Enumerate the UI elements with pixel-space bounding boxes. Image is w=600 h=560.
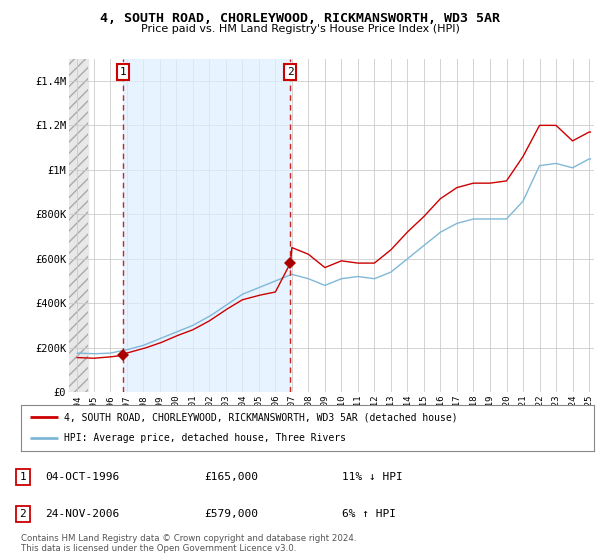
Text: £579,000: £579,000 — [204, 509, 258, 519]
Text: 4, SOUTH ROAD, CHORLEYWOOD, RICKMANSWORTH, WD3 5AR: 4, SOUTH ROAD, CHORLEYWOOD, RICKMANSWORT… — [100, 12, 500, 25]
Text: 04-OCT-1996: 04-OCT-1996 — [45, 472, 119, 482]
Text: HPI: Average price, detached house, Three Rivers: HPI: Average price, detached house, Thre… — [64, 433, 346, 444]
Text: 24-NOV-2006: 24-NOV-2006 — [45, 509, 119, 519]
Text: £165,000: £165,000 — [204, 472, 258, 482]
Text: Price paid vs. HM Land Registry's House Price Index (HPI): Price paid vs. HM Land Registry's House … — [140, 24, 460, 34]
Bar — [69, 59, 88, 392]
Text: 11% ↓ HPI: 11% ↓ HPI — [342, 472, 403, 482]
Text: 1: 1 — [19, 472, 26, 482]
Bar — [122, 59, 290, 392]
Text: 6% ↑ HPI: 6% ↑ HPI — [342, 509, 396, 519]
Text: 1: 1 — [119, 67, 126, 77]
Text: 2: 2 — [19, 509, 26, 519]
Text: 4, SOUTH ROAD, CHORLEYWOOD, RICKMANSWORTH, WD3 5AR (detached house): 4, SOUTH ROAD, CHORLEYWOOD, RICKMANSWORT… — [64, 412, 458, 422]
Text: Contains HM Land Registry data © Crown copyright and database right 2024.
This d: Contains HM Land Registry data © Crown c… — [21, 534, 356, 553]
Bar — [69, 59, 88, 392]
Text: 2: 2 — [287, 67, 293, 77]
